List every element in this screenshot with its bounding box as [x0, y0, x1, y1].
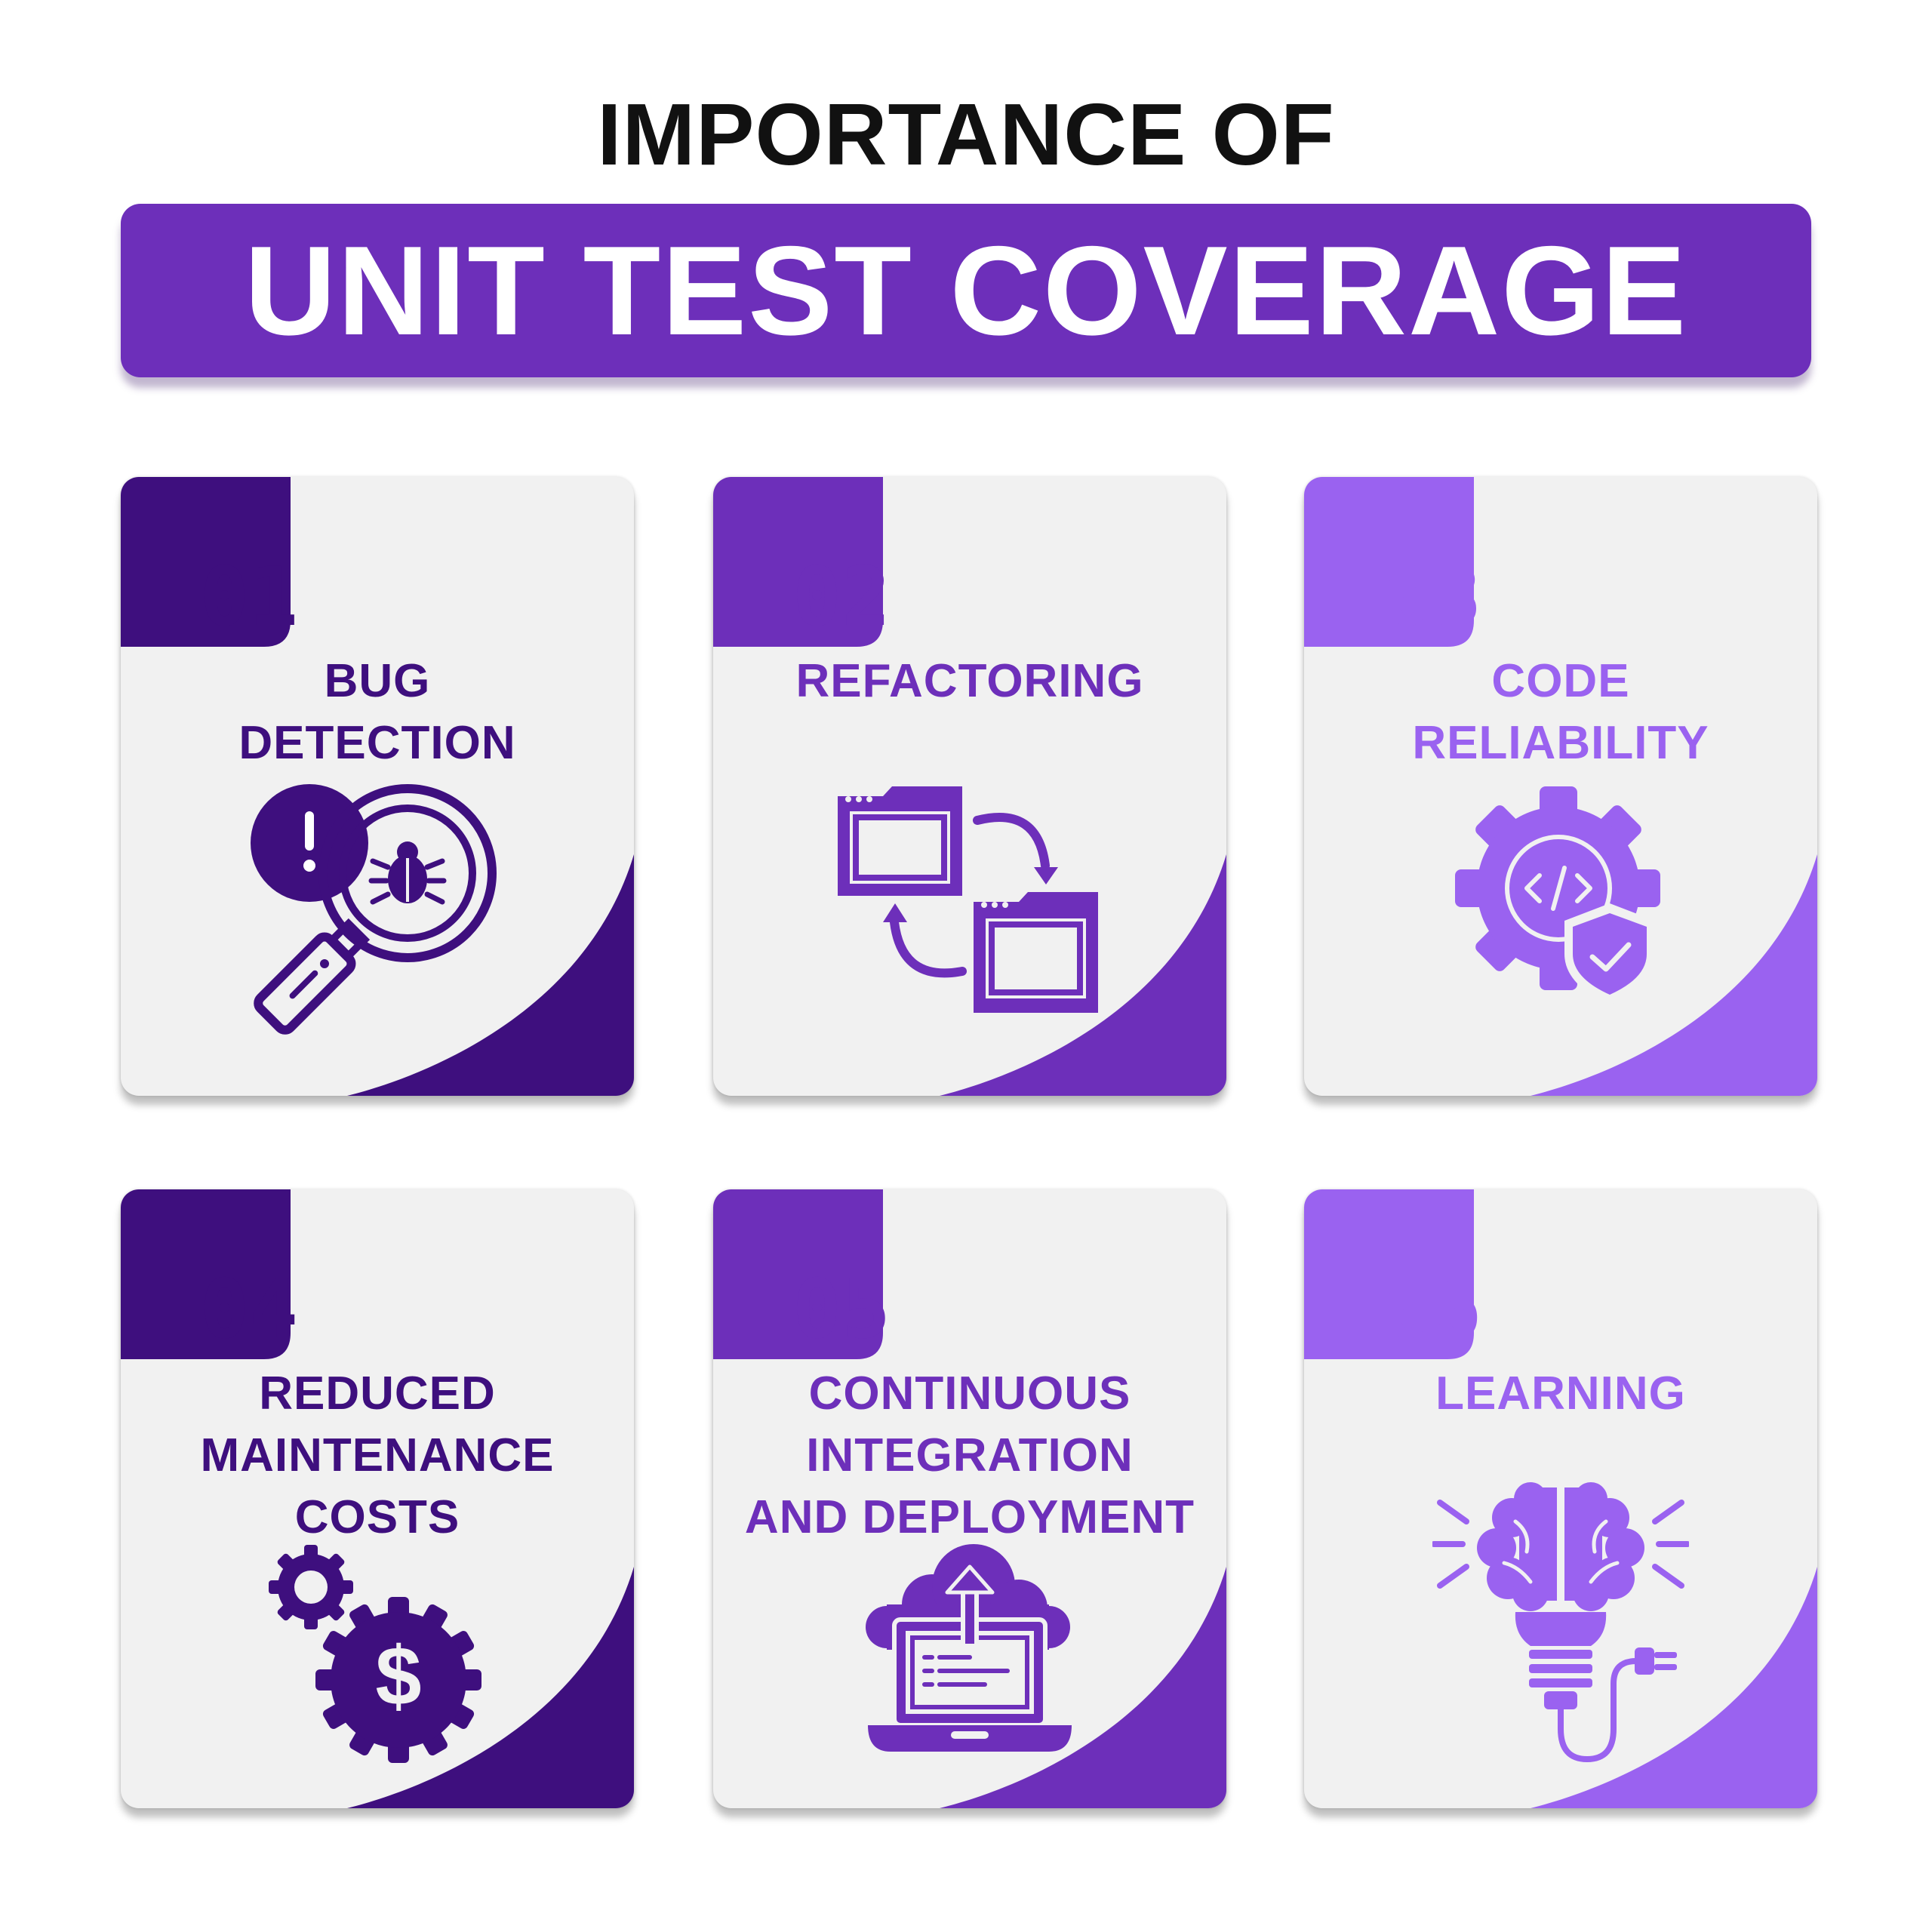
- gear-code-shield-icon: [1455, 786, 1660, 1005]
- card-number: 01: [200, 550, 299, 645]
- card-title-line: MAINTENANCE: [200, 1429, 555, 1481]
- card-learning: 06 LEARNING: [1304, 1189, 1817, 1808]
- bug-magnifier-icon: [251, 784, 497, 1035]
- card-swoosh: [1304, 1189, 1817, 1808]
- card-reduced-maintenance-costs: 04 REDUCED MAINTENANCE COSTS: [121, 1189, 634, 1808]
- card-bug-detection: 01 BUG DETECTION: [121, 477, 634, 1096]
- card-refactoring: 02 REFACTORING: [713, 477, 1226, 1096]
- card-number: 03: [1383, 550, 1482, 645]
- card-title-line: REFACTORING: [795, 655, 1144, 707]
- card-swoosh: [713, 477, 1226, 1096]
- card-title-line: INTEGRATION: [806, 1429, 1134, 1481]
- card-title-line: DETECTION: [238, 717, 516, 769]
- card-swoosh: [121, 1189, 634, 1808]
- card-title: LEARNING: [1304, 1363, 1817, 1425]
- card-title: REDUCED MAINTENANCE COSTS: [121, 1363, 634, 1549]
- card-title-line: REDUCED: [259, 1367, 496, 1420]
- page-heading: IMPORTANCE OF: [597, 85, 1335, 183]
- card-code-reliability: 03 CODE RELIABILITY: [1304, 477, 1817, 1096]
- banner-title: UNIT TEST COVERAGE: [244, 220, 1688, 361]
- brain-bulb-icon: [1432, 1480, 1689, 1763]
- gears-dollar-icon: $: [269, 1545, 481, 1763]
- card-title: CODE RELIABILITY: [1304, 651, 1817, 774]
- card-swoosh: [713, 1189, 1226, 1808]
- card-number: 05: [792, 1263, 891, 1357]
- card-title-line: LEARNING: [1435, 1367, 1686, 1420]
- card-swoosh: [1304, 477, 1817, 1096]
- card-title-line: COSTS: [294, 1491, 460, 1543]
- svg-text:$: $: [375, 1630, 421, 1723]
- card-number: 06: [1383, 1263, 1482, 1357]
- card-swoosh: [121, 477, 634, 1096]
- card-title-line: RELIABILITY: [1412, 717, 1709, 769]
- card-title: BUG DETECTION: [121, 651, 634, 774]
- card-title: CONTINUOUS INTEGRATION AND DEPLOYMENT: [713, 1363, 1226, 1549]
- card-title-line: CONTINUOUS: [808, 1367, 1131, 1420]
- card-title: REFACTORING: [713, 651, 1226, 712]
- laptop-cloud-upload-icon: [866, 1544, 1072, 1752]
- card-title-line: BUG: [324, 655, 431, 707]
- card-title-line: CODE: [1491, 655, 1630, 707]
- card-title-line: AND DEPLOYMENT: [744, 1491, 1195, 1543]
- card-number: 04: [200, 1263, 299, 1357]
- card-continuous-integration: 05 CONTINUOUS INTEGRATION AND DEPLOYMENT: [713, 1189, 1226, 1808]
- card-number: 02: [792, 550, 891, 645]
- title-banner: UNIT TEST COVERAGE: [121, 204, 1811, 377]
- refactor-windows-icon: [838, 786, 1098, 1013]
